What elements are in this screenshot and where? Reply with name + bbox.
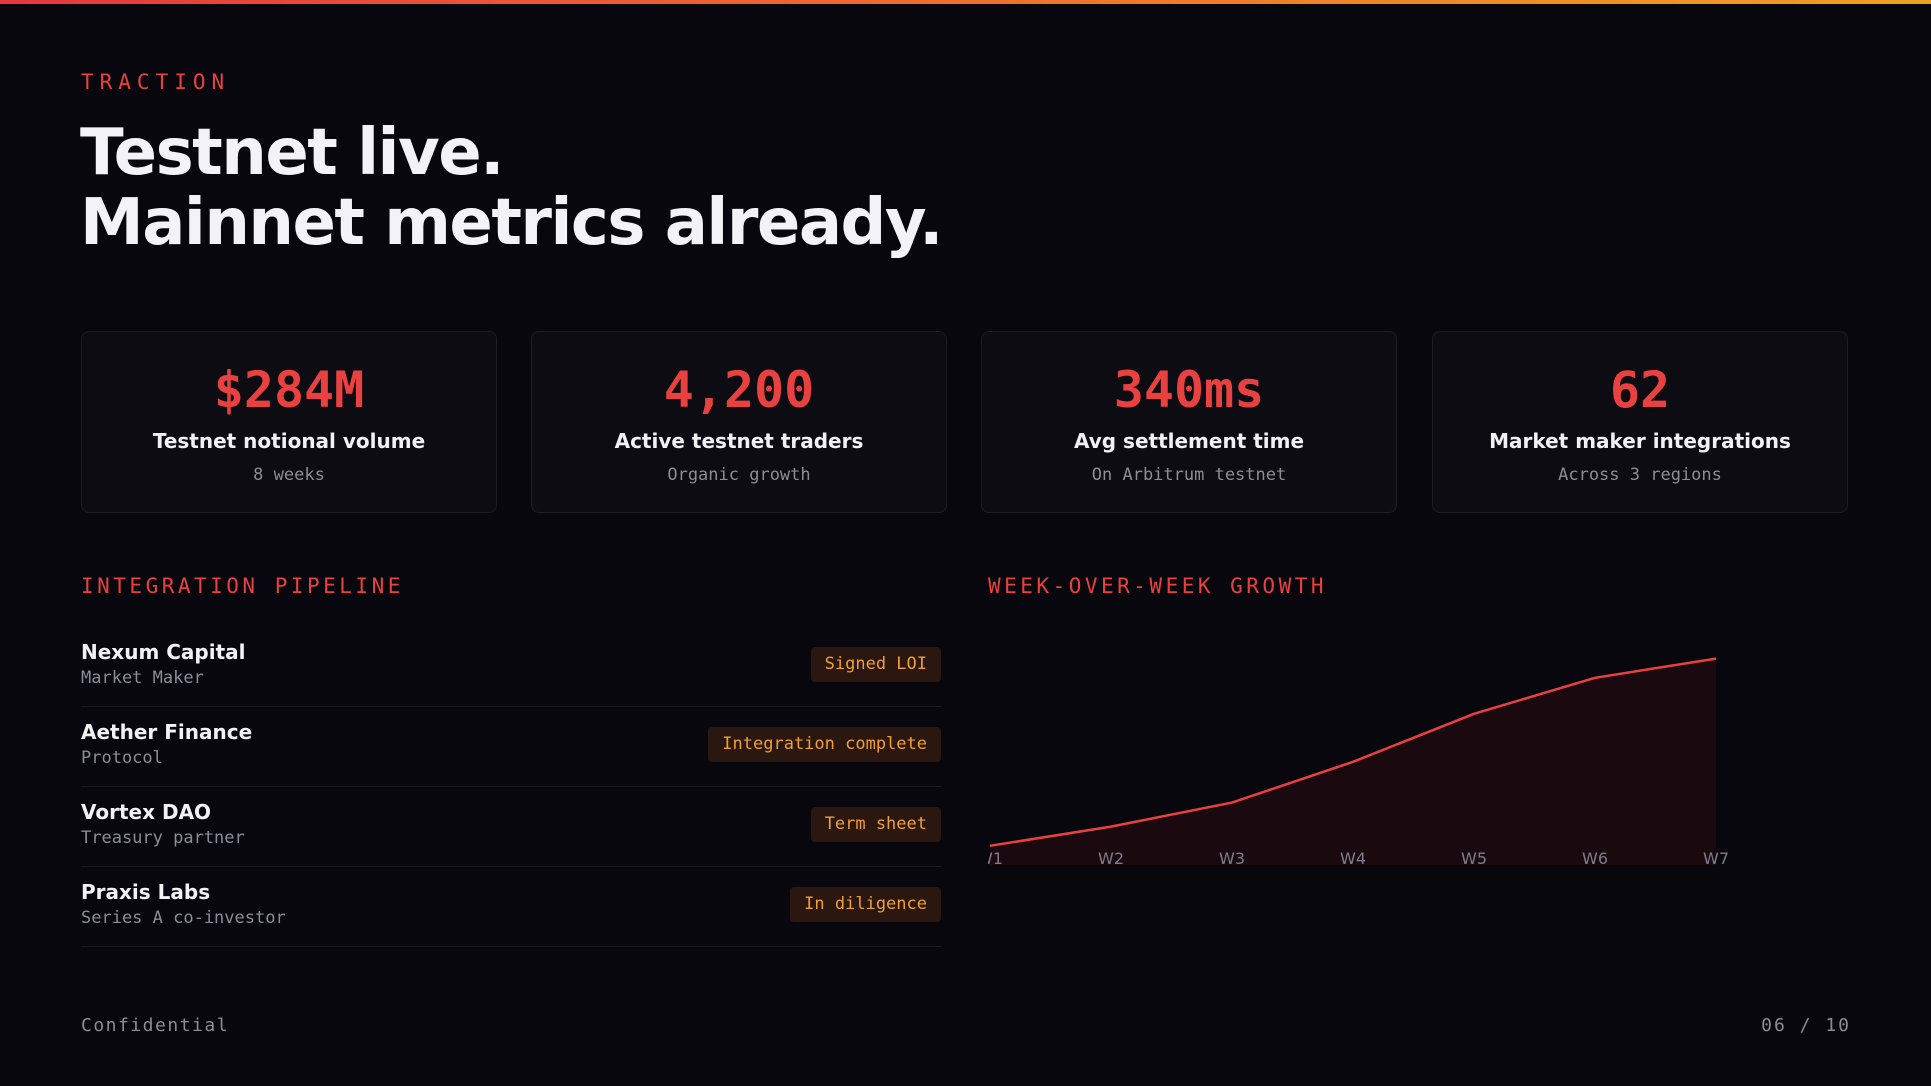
growth-title: WEEK-OVER-WEEK GROWTH xyxy=(988,574,1328,598)
x-tick-label: W1 xyxy=(988,849,1003,868)
partner-name: Aether Finance xyxy=(81,720,253,744)
x-tick-label: W2 xyxy=(1098,849,1124,868)
stat-label: Market maker integrations xyxy=(1489,429,1791,453)
confidential-label: Confidential xyxy=(81,1015,230,1036)
partner-role: Treasury partner xyxy=(81,828,245,848)
x-tick-label: W3 xyxy=(1219,849,1245,868)
x-tick-label: W4 xyxy=(1340,849,1366,868)
headline-line-2: Mainnet metrics already. xyxy=(80,186,943,260)
stat-subtext: On Arbitrum testnet xyxy=(1091,465,1287,485)
stat-label: Active testnet traders xyxy=(614,429,864,453)
top-accent-bar xyxy=(0,0,1931,4)
stat-subtext: Across 3 regions xyxy=(1558,465,1722,485)
growth-chart: W1 W2 W3 W4 W5 W6 W7 xyxy=(988,625,1758,870)
stat-value: 340ms xyxy=(1113,361,1265,419)
partner-role: Protocol xyxy=(81,748,163,768)
growth-area-fill xyxy=(990,658,1716,865)
stat-value: 62 xyxy=(1609,361,1671,419)
status-badge: Integration complete xyxy=(708,727,941,762)
growth-line xyxy=(989,657,1717,848)
pipeline-row: Nexum Capital Market Maker Signed LOI xyxy=(81,627,941,707)
x-tick-label: W5 xyxy=(1461,849,1487,868)
stat-label: Avg settlement time xyxy=(1073,429,1305,453)
partner-name: Nexum Capital xyxy=(81,640,246,664)
partner-role: Series A co-investor xyxy=(81,908,286,928)
page-number: 06 / 10 xyxy=(1761,1015,1851,1036)
stat-card-traders: 4,200 Active testnet traders Organic gro… xyxy=(531,331,947,513)
pipeline-row: Aether Finance Protocol Integration comp… xyxy=(81,707,941,787)
section-eyebrow: TRACTION xyxy=(81,70,231,94)
status-badge: Term sheet xyxy=(810,807,941,842)
status-badge: Signed LOI xyxy=(810,647,941,682)
partner-role: Market Maker xyxy=(81,668,204,688)
x-tick-label: W6 xyxy=(1582,849,1608,868)
stat-subtext: 8 weeks xyxy=(253,465,325,485)
stat-value: $284M xyxy=(213,361,365,419)
headline-line-1: Testnet live. xyxy=(80,116,504,190)
x-tick-label: W7 xyxy=(1703,849,1729,868)
stat-card-volume: $284M Testnet notional volume 8 weeks xyxy=(81,331,497,513)
stat-card-integrations: 62 Market maker integrations Across 3 re… xyxy=(1432,331,1848,513)
stat-label: Testnet notional volume xyxy=(152,429,426,453)
pipeline-row: Vortex DAO Treasury partner Term sheet xyxy=(81,787,941,867)
partner-name: Vortex DAO xyxy=(81,800,212,824)
stat-value: 4,200 xyxy=(663,361,815,419)
stat-card-settlement: 340ms Avg settlement time On Arbitrum te… xyxy=(981,331,1397,513)
pipeline-row: Praxis Labs Series A co-investor In dili… xyxy=(81,867,941,947)
stat-subtext: Organic growth xyxy=(667,465,811,485)
growth-chart-svg: W1 W2 W3 W4 W5 W6 W7 xyxy=(988,657,1729,868)
status-badge: In diligence xyxy=(790,887,941,922)
pipeline-title: INTEGRATION PIPELINE xyxy=(81,574,404,598)
integration-pipeline-list: Nexum Capital Market Maker Signed LOI Ae… xyxy=(81,627,941,947)
page-title: Testnet live. Mainnet metrics already. xyxy=(80,118,1280,258)
partner-name: Praxis Labs xyxy=(81,880,211,904)
